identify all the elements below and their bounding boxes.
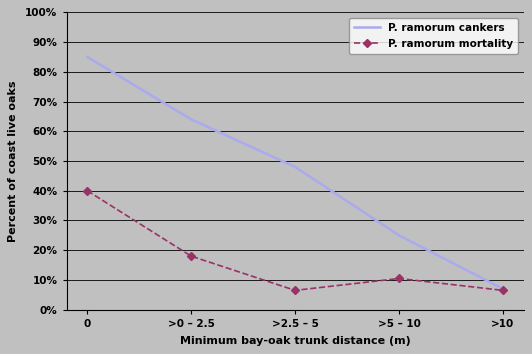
P. ramorum cankers — [292, 165, 298, 169]
P. ramorum cankers — [84, 55, 90, 59]
P. ramorum cankers — [500, 287, 506, 291]
P. ramorum cankers — [396, 233, 402, 238]
Legend: P. ramorum cankers, P. ramorum mortality: P. ramorum cankers, P. ramorum mortality — [348, 18, 519, 54]
P. ramorum mortality — [292, 288, 298, 292]
P. ramorum mortality — [396, 276, 402, 281]
Line: P. ramorum mortality: P. ramorum mortality — [85, 188, 506, 293]
Line: P. ramorum cankers: P. ramorum cankers — [87, 57, 503, 289]
P. ramorum mortality — [188, 254, 194, 258]
Y-axis label: Percent of coast live oaks: Percent of coast live oaks — [9, 80, 18, 242]
X-axis label: Minimum bay-oak trunk distance (m): Minimum bay-oak trunk distance (m) — [180, 336, 411, 346]
P. ramorum mortality — [84, 189, 90, 193]
P. ramorum cankers — [188, 117, 194, 121]
P. ramorum mortality — [500, 288, 506, 292]
